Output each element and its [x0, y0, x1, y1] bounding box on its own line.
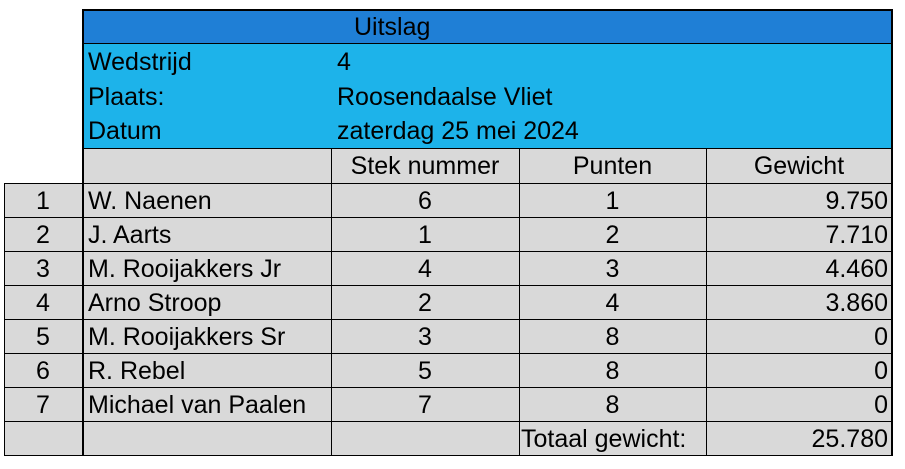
grid-line	[4, 387, 893, 388]
angler-name: W. Naenen	[88, 187, 212, 215]
grid-line	[4, 183, 893, 184]
datum-value: zaterdag 25 mei 2024	[337, 117, 579, 145]
page-title: Uitslag	[354, 13, 431, 41]
plaats-value: Roosendaalse Vliet	[337, 83, 553, 111]
grid-line	[4, 285, 893, 286]
stek-cell: 5	[418, 357, 432, 385]
rank-cell: 5	[36, 323, 50, 351]
title-bar	[82, 10, 892, 44]
gewicht-cell: 4.460	[825, 255, 888, 283]
wedstrijd-value: 4	[337, 48, 351, 76]
datum-label: Datum	[88, 117, 162, 145]
total-label: Totaal gewicht:	[521, 425, 687, 453]
stek-cell: 6	[418, 187, 432, 215]
gewicht-cell: 0	[874, 323, 888, 351]
grid-line	[4, 183, 5, 456]
rank-cell: 7	[36, 391, 50, 419]
angler-name: R. Rebel	[88, 357, 186, 385]
gewicht-cell: 7.710	[825, 221, 888, 249]
column-header-stek: Stek nummer	[350, 152, 500, 180]
stek-cell: 2	[418, 289, 432, 317]
angler-name: M. Rooijakkers Sr	[88, 323, 286, 351]
punten-cell: 8	[605, 391, 620, 419]
angler-name: J. Aarts	[88, 221, 172, 249]
angler-name: Arno Stroop	[88, 289, 222, 317]
total-value: 25.780	[811, 425, 888, 453]
grid-line	[4, 455, 893, 456]
punten-cell: 8	[605, 323, 620, 351]
stek-cell: 4	[418, 255, 432, 283]
grid-line	[4, 353, 893, 354]
grid-line	[4, 421, 893, 422]
gewicht-cell: 0	[874, 391, 888, 419]
grid-line	[4, 251, 893, 252]
grid-line	[82, 9, 84, 456]
rank-cell: 4	[36, 289, 50, 317]
gewicht-cell: 9.750	[825, 187, 888, 215]
punten-cell: 1	[605, 187, 620, 215]
punten-cell: 8	[605, 357, 620, 385]
grid-line	[4, 217, 893, 218]
stek-cell: 7	[418, 391, 432, 419]
column-header-punten: Punten	[572, 152, 653, 180]
grid-line	[82, 148, 893, 149]
grid-line	[331, 148, 332, 456]
angler-name: Michael van Paalen	[88, 391, 307, 419]
grid-line	[82, 43, 893, 44]
grid-line	[82, 9, 893, 11]
grid-line	[519, 148, 520, 456]
punten-cell: 4	[605, 289, 620, 317]
info-block	[82, 44, 892, 148]
grid-line	[891, 9, 893, 456]
punten-cell: 2	[605, 221, 620, 249]
grid-line	[706, 148, 707, 456]
punten-cell: 3	[605, 255, 620, 283]
grid-line	[4, 319, 893, 320]
rank-cell: 3	[36, 255, 50, 283]
gewicht-cell: 0	[874, 357, 888, 385]
wedstrijd-label: Wedstrijd	[88, 48, 192, 76]
stek-cell: 1	[418, 221, 432, 249]
plaats-label: Plaats:	[88, 83, 165, 111]
gewicht-cell: 3.860	[825, 289, 888, 317]
angler-name: M. Rooijakkers Jr	[88, 255, 282, 283]
rank-cell: 6	[36, 357, 50, 385]
rank-cell: 1	[36, 187, 50, 215]
column-header-row	[82, 149, 892, 183]
column-header-gewicht: Gewicht	[753, 152, 845, 180]
stek-cell: 3	[418, 323, 432, 351]
rank-cell: 2	[36, 221, 50, 249]
